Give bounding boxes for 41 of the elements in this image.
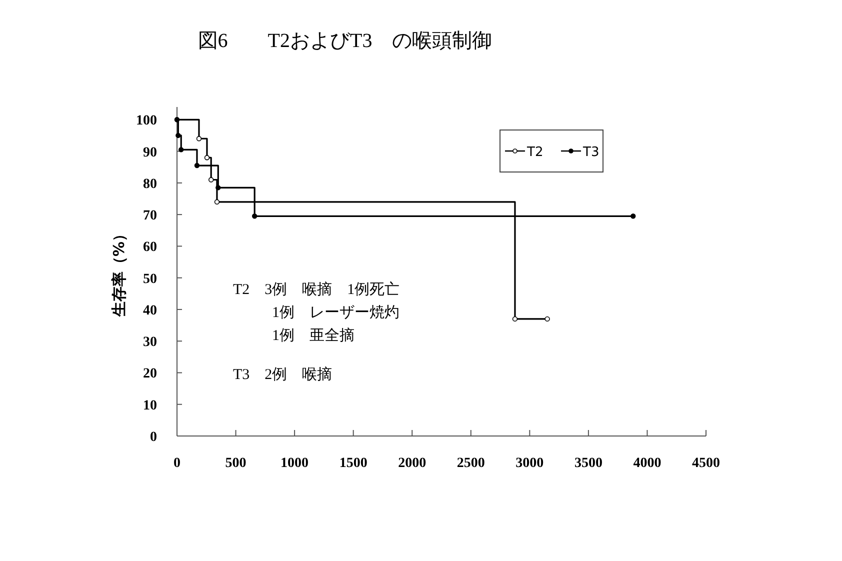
x-tick-label: 3500 [574, 456, 602, 471]
y-tick-label: 50 [143, 272, 157, 287]
legend-label: T2 [526, 145, 544, 160]
x-tick-label: 2500 [456, 456, 485, 471]
y-tick-label: 30 [143, 335, 157, 350]
annotation: 1例 レーザー焼灼 [272, 304, 400, 321]
annotation: T2 3例 喉摘 1例死亡 [233, 281, 400, 298]
point [216, 185, 221, 190]
annotation: T3 2例 喉摘 [233, 366, 332, 383]
chart-title: 図6 T2およびT3 の喉頭制御 [198, 30, 492, 52]
point [214, 199, 220, 205]
x-tick-label: 3000 [516, 456, 544, 471]
y-tick-label: 100 [136, 114, 157, 129]
point [196, 136, 202, 142]
point [630, 214, 636, 219]
x-tick-label: 0 [174, 456, 180, 471]
point [194, 162, 200, 168]
y-tick-label: 0 [150, 430, 157, 445]
point [178, 147, 184, 152]
x-tick-label: 500 [225, 456, 246, 471]
point [512, 316, 518, 322]
x-tick-label: 2000 [398, 456, 426, 471]
x-tick-label: 1500 [339, 456, 368, 471]
y-tick-label: 10 [143, 398, 157, 414]
y-tick-label: 90 [143, 145, 157, 160]
y-axis-title: 生存率（%） [110, 226, 128, 318]
point [204, 155, 210, 160]
y-tick-label: 20 [143, 366, 157, 382]
x-tick-label: 1000 [280, 456, 309, 471]
annotation: 1例 亜全摘 [272, 327, 354, 344]
point [208, 177, 214, 182]
y-tick-label: 70 [143, 208, 157, 224]
x-tick-label: 4000 [633, 456, 662, 471]
y-tick-label: 60 [143, 240, 157, 256]
y-tick-label: 40 [143, 303, 157, 318]
x-tick-label: 4500 [692, 456, 720, 471]
y-tick-label: 80 [143, 176, 157, 192]
point [544, 316, 550, 322]
point [176, 132, 181, 138]
point [252, 214, 258, 219]
legend-label: T3 [582, 145, 600, 160]
